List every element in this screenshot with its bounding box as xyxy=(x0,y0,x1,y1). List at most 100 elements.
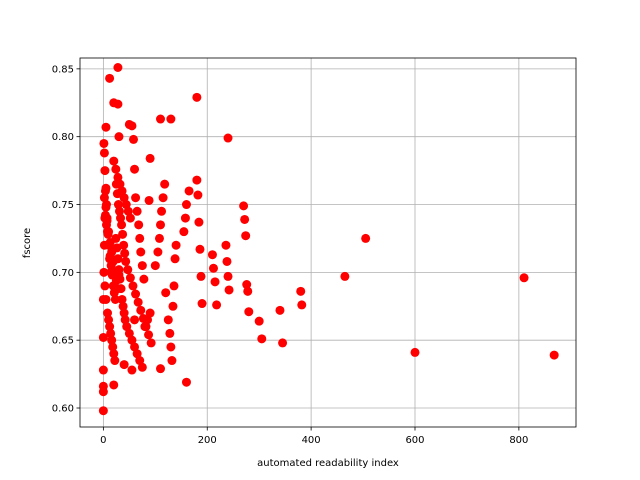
data-point xyxy=(130,342,140,352)
data-point xyxy=(296,286,306,296)
data-point xyxy=(118,301,128,311)
data-point xyxy=(101,202,111,212)
data-point xyxy=(125,273,135,283)
data-points xyxy=(98,62,559,416)
data-point xyxy=(101,294,111,304)
data-point xyxy=(124,119,134,129)
y-tick-label: 0.60 xyxy=(52,404,74,415)
data-point xyxy=(184,186,194,196)
data-point xyxy=(163,315,173,325)
data-point xyxy=(110,294,120,304)
x-tick-label: 800 xyxy=(509,435,528,446)
data-point xyxy=(120,248,130,258)
data-point xyxy=(113,254,123,264)
x-tick-label: 200 xyxy=(198,435,217,446)
data-point xyxy=(116,284,126,294)
data-point xyxy=(102,216,112,226)
data-point xyxy=(101,183,111,193)
data-point xyxy=(156,114,166,124)
data-point xyxy=(121,200,131,210)
data-point xyxy=(128,281,138,291)
data-point xyxy=(161,288,171,298)
data-point xyxy=(124,328,134,338)
data-point xyxy=(111,164,121,174)
y-tick-label: 0.75 xyxy=(52,200,74,211)
data-point xyxy=(136,247,146,257)
data-point xyxy=(156,364,166,374)
x-axis-label: automated readability index xyxy=(257,458,399,469)
data-point xyxy=(113,62,123,72)
x-tick-label: 0 xyxy=(100,435,106,446)
data-point xyxy=(242,280,252,290)
data-point xyxy=(105,322,115,332)
data-point xyxy=(119,193,129,203)
data-point xyxy=(257,334,267,344)
data-point xyxy=(109,349,119,359)
data-point xyxy=(99,138,109,148)
data-point xyxy=(112,243,122,253)
data-point xyxy=(104,315,114,325)
data-point xyxy=(119,240,129,250)
y-tick-label: 0.80 xyxy=(52,132,74,143)
data-point xyxy=(122,322,132,332)
data-point xyxy=(107,335,117,345)
data-point xyxy=(117,220,127,230)
data-point xyxy=(117,294,127,304)
data-point xyxy=(136,305,146,315)
x-tick-label: 600 xyxy=(405,435,424,446)
data-point xyxy=(101,122,111,132)
data-point xyxy=(240,214,250,224)
data-point xyxy=(98,381,108,391)
data-point xyxy=(130,164,140,174)
data-point xyxy=(141,322,151,332)
data-point xyxy=(109,156,119,166)
data-point xyxy=(275,305,285,315)
data-point xyxy=(131,193,141,203)
plot-area xyxy=(80,58,576,427)
data-point xyxy=(127,335,137,345)
data-point xyxy=(125,213,135,223)
data-point xyxy=(138,313,148,323)
data-point xyxy=(119,308,129,318)
plot-frame xyxy=(79,57,577,428)
data-point xyxy=(145,153,155,163)
data-point xyxy=(166,114,176,124)
data-point xyxy=(224,285,234,295)
data-point xyxy=(340,271,350,281)
data-point xyxy=(171,240,181,250)
data-point xyxy=(361,233,371,243)
grid-lines xyxy=(80,58,576,427)
data-point xyxy=(119,360,129,370)
data-point xyxy=(108,342,118,352)
data-point xyxy=(244,307,254,317)
y-axis-ticks: 0.60 0.65 0.70 0.75 0.80 0.85 xyxy=(52,64,80,415)
data-point xyxy=(166,342,176,352)
data-point xyxy=(297,300,307,310)
data-point xyxy=(154,233,164,243)
data-point xyxy=(135,233,145,243)
data-point xyxy=(117,186,127,196)
data-point xyxy=(223,271,233,281)
data-point xyxy=(135,356,145,366)
data-point xyxy=(134,220,144,230)
data-point xyxy=(133,297,143,307)
data-point xyxy=(113,200,123,210)
data-point xyxy=(167,356,177,366)
data-point xyxy=(104,227,114,237)
data-point xyxy=(114,206,124,216)
data-point xyxy=(109,380,119,390)
data-point xyxy=(221,240,231,250)
data-point xyxy=(157,206,167,216)
data-point xyxy=(118,229,128,239)
data-point xyxy=(113,99,123,109)
data-point xyxy=(243,286,253,296)
data-point xyxy=(127,365,137,375)
data-point xyxy=(115,179,125,189)
data-point xyxy=(168,301,178,311)
data-point xyxy=(120,315,130,325)
data-point xyxy=(165,328,175,338)
data-point xyxy=(208,263,218,273)
data-point xyxy=(193,190,203,200)
data-point xyxy=(410,347,420,357)
data-point xyxy=(179,227,189,237)
